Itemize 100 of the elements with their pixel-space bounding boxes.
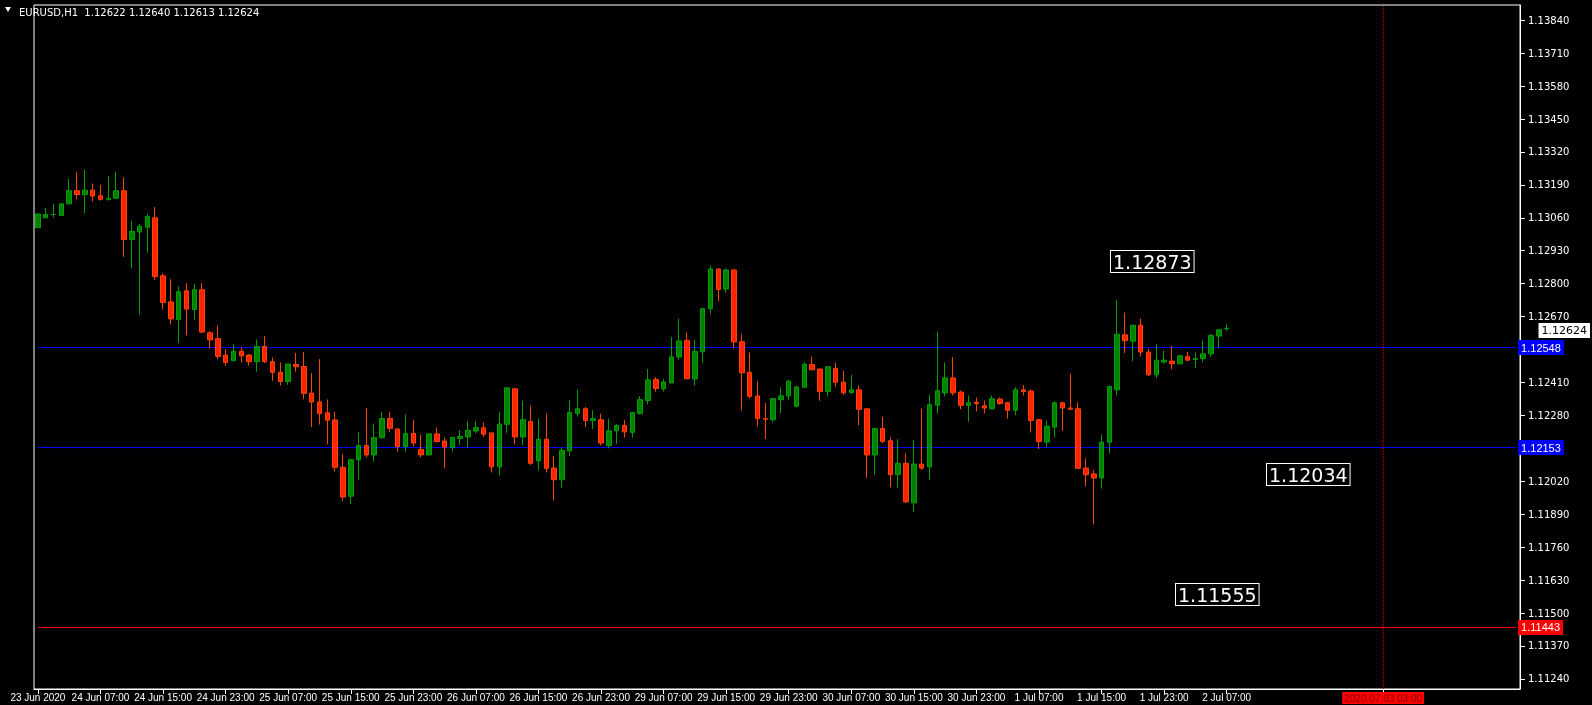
- candlestick: [129, 220, 135, 269]
- candlestick: [254, 338, 260, 373]
- candlestick: [207, 330, 213, 350]
- candlestick: [239, 347, 244, 363]
- candlestick: [1091, 469, 1097, 525]
- x-tick-label: 29 Jun 15:00: [697, 691, 756, 703]
- x-tick-label: 24 Jun 07:00: [71, 691, 130, 703]
- candlestick: [1107, 385, 1112, 454]
- candlestick: [223, 348, 228, 367]
- candlestick: [536, 418, 541, 471]
- candlestick: [51, 203, 56, 218]
- candlestick: [434, 427, 440, 443]
- y-tick-label: 1.12800: [1528, 278, 1570, 290]
- x-tick-label: 26 Jun 15:00: [509, 691, 568, 703]
- candlestick: [1099, 433, 1104, 490]
- candlestick: [192, 283, 197, 321]
- candlestick: [880, 416, 885, 444]
- candlestick: [1130, 324, 1136, 362]
- candlestick: [293, 352, 299, 373]
- candlestick: [395, 427, 400, 453]
- candlestick: [716, 267, 721, 302]
- candlestick: [74, 171, 80, 200]
- y-tick-label: 1.12670: [1528, 311, 1570, 323]
- x-tick-label: 24 Jun 15:00: [134, 691, 193, 703]
- candlestick: [1169, 345, 1175, 370]
- candlestick: [888, 436, 893, 488]
- x-tick-label: 1 Jul 23:00: [1139, 691, 1190, 703]
- candlestick: [653, 376, 659, 393]
- text: 1.12624: [1541, 324, 1588, 337]
- candlestick: [332, 411, 338, 472]
- candlestick: [520, 400, 526, 446]
- candlestick: [982, 400, 987, 414]
- y-tick-label: 1.12280: [1528, 409, 1570, 421]
- candlestick: [989, 394, 995, 410]
- annotation: 1.11555: [1178, 583, 1257, 606]
- candlestick: [637, 395, 643, 416]
- y-tick-label: 1.13320: [1528, 146, 1570, 158]
- y-tick-label: 1.12020: [1528, 475, 1570, 487]
- x-tick-label: 23 Jun 2020: [10, 691, 66, 703]
- y-tick-label: 1.13580: [1528, 80, 1570, 92]
- candlestick: [35, 212, 41, 229]
- x-tick-label: 30 Jun 15:00: [884, 691, 944, 703]
- y-tick-label: 1.11500: [1528, 607, 1570, 619]
- candlestick: [1216, 328, 1222, 349]
- candlestick: [1068, 373, 1073, 410]
- candlestick: [145, 213, 150, 254]
- candlestick: [1052, 400, 1057, 438]
- candlestick: [974, 396, 979, 412]
- candlestick: [700, 308, 705, 364]
- candlestick: [325, 398, 330, 445]
- annotation: 1.12873: [1113, 250, 1192, 273]
- candlestick: [387, 411, 393, 433]
- candlestick: [411, 419, 416, 448]
- candlestick: [817, 368, 823, 402]
- candlestick: [645, 368, 651, 406]
- candlestick: [1060, 401, 1065, 432]
- candlestick: [246, 353, 252, 367]
- candlestick: [895, 438, 901, 489]
- candlestick: [833, 361, 838, 388]
- candlestick: [512, 387, 518, 445]
- y-tick-label: 1.12930: [1528, 245, 1570, 257]
- candlestick: [825, 366, 831, 397]
- candlestick: [856, 385, 862, 426]
- candlestick: [1083, 457, 1089, 487]
- candlestick: [473, 420, 479, 434]
- x-tick-label: 2 Jul 07:00: [1202, 691, 1252, 703]
- x-tick-label: 25 Jun 23:00: [384, 691, 443, 703]
- candlestick: [215, 324, 221, 360]
- candlestick: [802, 361, 807, 389]
- x-tick-label: 29 Jun 07:00: [634, 691, 693, 703]
- candlestick: [559, 447, 565, 489]
- candlestick: [168, 278, 174, 325]
- candlestick: [113, 171, 119, 199]
- candlestick: [356, 431, 361, 480]
- candlestick: [184, 282, 189, 336]
- candlestick: [950, 356, 956, 396]
- candlestick: [379, 411, 385, 439]
- candlestick: [864, 408, 870, 479]
- candlestick: [997, 396, 1003, 406]
- candlestick: [935, 331, 940, 415]
- candlestick: [160, 272, 166, 311]
- candlestick: [364, 407, 369, 458]
- candlestick: [82, 169, 88, 214]
- candlestick: [1161, 350, 1167, 365]
- candlestick: [340, 453, 346, 502]
- x-tick-label: 30 Jun 23:00: [947, 691, 1006, 703]
- candlestick: [278, 361, 283, 387]
- candlestick: [465, 420, 471, 449]
- candlestick: [43, 207, 48, 219]
- candlestick: [927, 394, 932, 481]
- candlestick: [1013, 386, 1018, 416]
- ref-line-label: 1.11443: [1521, 621, 1561, 634]
- candlestick: [98, 184, 103, 202]
- candlestick: [1200, 340, 1206, 363]
- candlestick: [770, 397, 776, 423]
- candlestick: [786, 379, 791, 401]
- candlestick: [403, 414, 408, 453]
- candlestick: [614, 423, 619, 445]
- candlestick: [442, 437, 447, 469]
- x-tick-label: 1 Jul 15:00: [1077, 691, 1127, 703]
